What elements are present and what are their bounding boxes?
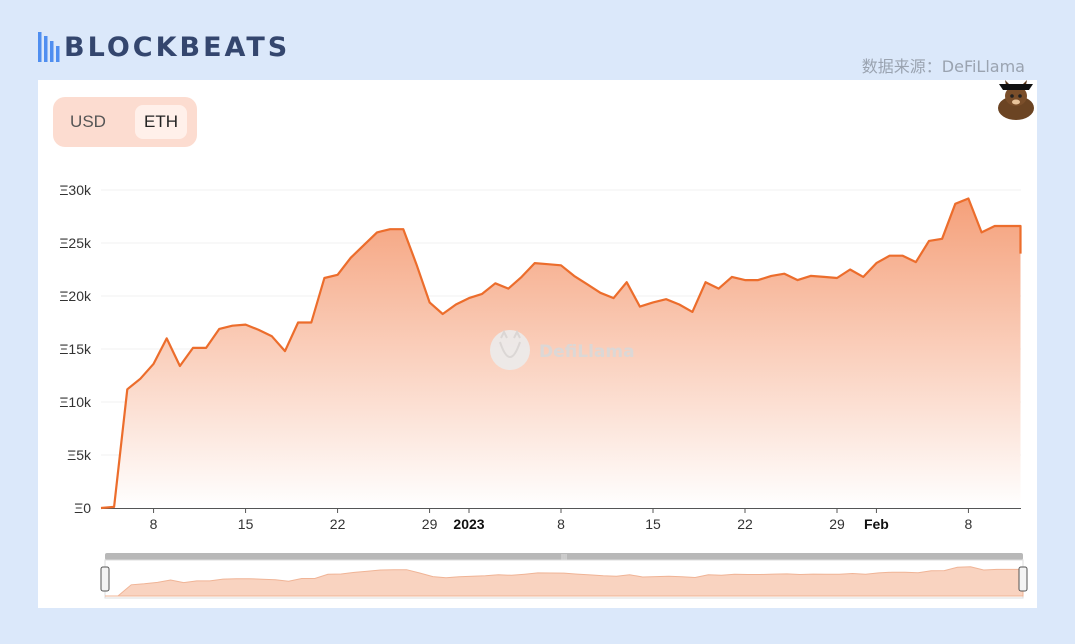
y-axis: Ξ0 Ξ5k Ξ10k Ξ15k Ξ20k Ξ25k Ξ30k xyxy=(59,182,92,516)
y-tick-label: Ξ5k xyxy=(67,447,92,463)
x-tick-label: Feb xyxy=(864,516,889,532)
x-tick-label: 29 xyxy=(422,516,438,532)
brush-right-handle[interactable] xyxy=(1018,566,1028,592)
x-tick-label: 8 xyxy=(557,516,565,532)
y-tick-label: Ξ10k xyxy=(59,394,92,410)
chart-svg: Ξ0 Ξ5k Ξ10k Ξ15k Ξ20k Ξ25k Ξ30k 8 15 22 29 2023 8 15… xyxy=(59,182,1028,599)
y-tick-label: Ξ20k xyxy=(59,288,92,304)
x-tick-label: 22 xyxy=(330,516,346,532)
x-tick-label: 15 xyxy=(645,516,661,532)
grip-icon: ||| xyxy=(561,554,567,561)
y-tick-label: Ξ25k xyxy=(59,235,92,251)
watermark: DefiLlama xyxy=(490,329,635,370)
x-tick-label: 8 xyxy=(150,516,158,532)
zoom-brush[interactable]: ||| xyxy=(100,553,1028,599)
y-tick-label: Ξ0 xyxy=(74,500,91,516)
brand-logo: BLOCKBEATS xyxy=(38,30,290,64)
watermark-text: DefiLlama xyxy=(539,342,635,362)
toggle-eth[interactable]: ETH xyxy=(135,105,187,139)
brush-left-handle[interactable] xyxy=(100,566,110,592)
chart-card: Ξ0 Ξ5k Ξ10k Ξ15k Ξ20k Ξ25k Ξ30k 8 15 22 29 2023 8 15… xyxy=(38,80,1037,608)
llama-avatar-icon xyxy=(995,80,1037,122)
series-area xyxy=(101,198,1021,508)
blockbeats-bars-icon xyxy=(38,32,60,62)
x-tick-label: 2023 xyxy=(453,516,484,532)
toggle-usd[interactable]: USD xyxy=(70,112,106,131)
x-tick-label: 8 xyxy=(965,516,973,532)
x-axis: 8 15 22 29 2023 8 15 22 29 Feb 8 xyxy=(101,508,1021,532)
x-tick-label: 22 xyxy=(737,516,753,532)
y-tick-label: Ξ15k xyxy=(59,341,92,357)
y-tick-label: Ξ30k xyxy=(59,182,92,198)
llama-watermark-icon xyxy=(490,330,530,370)
x-tick-label: 15 xyxy=(238,516,254,532)
currency-toggle: USD ETH xyxy=(53,97,197,147)
brush-handle-bar[interactable] xyxy=(105,553,1023,560)
brand-name: BLOCKBEATS xyxy=(64,31,291,63)
series-line xyxy=(100,197,1022,510)
mini-series-area xyxy=(104,566,1024,597)
x-tick-label: 29 xyxy=(829,516,845,532)
data-source-label: 数据来源：DeFiLlama xyxy=(861,57,1025,76)
